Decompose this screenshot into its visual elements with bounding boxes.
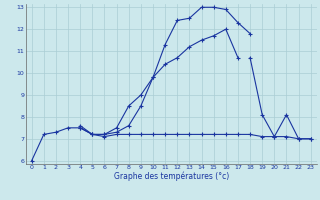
X-axis label: Graphe des températures (°c): Graphe des températures (°c) (114, 172, 229, 181)
